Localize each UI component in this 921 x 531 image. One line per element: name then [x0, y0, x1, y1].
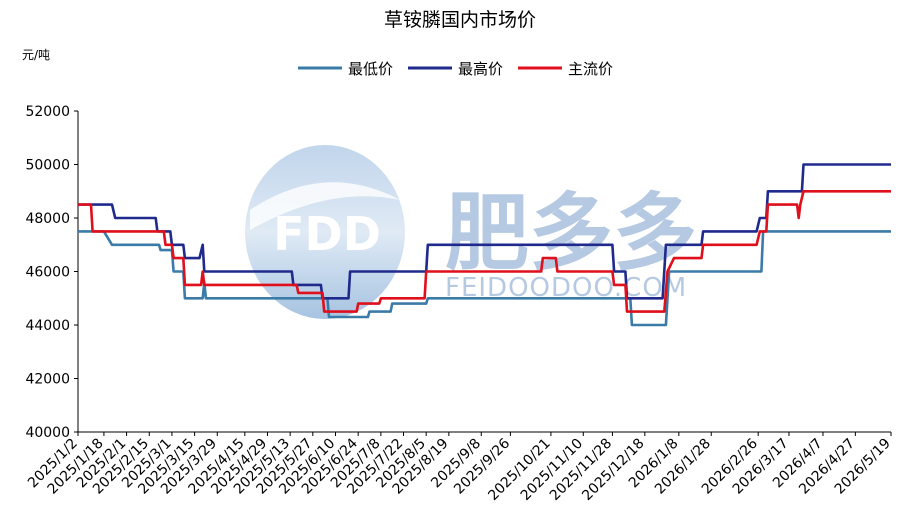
y-tick-label: 46000 — [25, 265, 70, 281]
y-tick-label: 50000 — [25, 158, 70, 174]
series-line-2 — [78, 163, 891, 300]
legend-label-2: 最高价 — [458, 60, 503, 78]
series-line-1 — [78, 230, 891, 327]
watermark-logo-text: FDD — [273, 207, 381, 261]
y-tick-label: 40000 — [25, 425, 70, 441]
series-layer — [78, 163, 891, 327]
axes: 400004200044000460004800050000520002025/… — [25, 104, 894, 504]
legend-label-3: 主流价 — [568, 60, 613, 78]
y-tick-label: 44000 — [25, 318, 70, 334]
series-line-3 — [78, 190, 891, 313]
watermark-logo-icon — [245, 145, 405, 319]
legend: 最低价 最高价 主流价 — [298, 60, 613, 78]
watermark-swoosh-icon — [250, 182, 400, 230]
legend-label-1: 最低价 — [348, 60, 393, 78]
y-tick-label: 52000 — [25, 104, 70, 120]
y-tick-label: 48000 — [25, 211, 70, 227]
watermark-brand-cn: 肥多多 — [445, 184, 697, 282]
y-tick-label: 42000 — [25, 372, 70, 388]
chart-title: 草铵膦国内市场价 — [384, 9, 536, 31]
y-axis-unit: 元/吨 — [22, 48, 50, 62]
